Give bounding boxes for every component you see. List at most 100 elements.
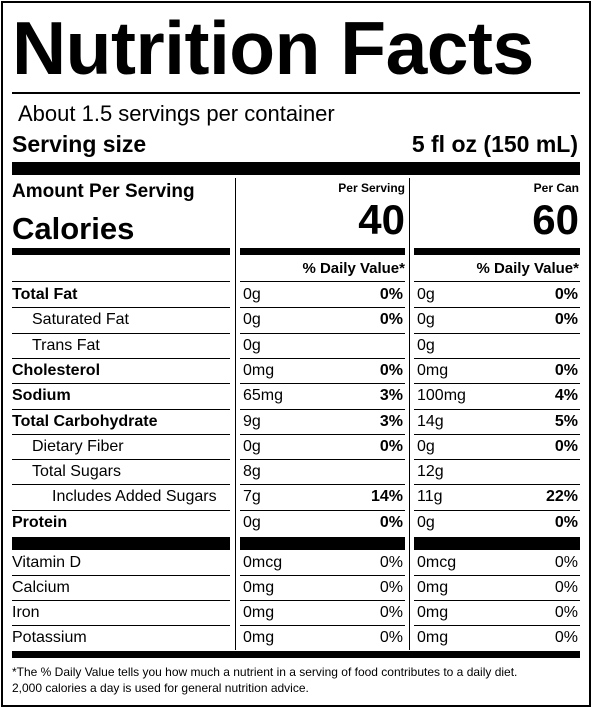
nutrient-amount-total-carbohydrate-can: 14g [417,413,444,430]
nutrient-amount-cholesterol-can: 0mg [417,362,449,379]
column-divider-right [409,178,410,650]
nutrient-dv-total-fat-serving: 0% [379,286,403,303]
calories-divider-serving [240,248,405,255]
row-divider-serving [240,383,405,384]
row-divider-serving [240,307,405,308]
row-divider-serving [240,409,405,410]
nutrient-name-sodium: Sodium [12,387,71,404]
nutrient-name-trans-fat: Trans Fat [32,337,100,354]
nutrient-name-dietary-fiber: Dietary Fiber [32,438,124,455]
nutrient-amount-dietary-fiber-can: 0g [417,438,435,455]
nutrient-dv-protein-serving: 0% [379,514,403,531]
nutrient-amount-trans-fat-can: 0g [417,337,435,354]
row-divider-can [414,510,580,511]
servings-per-container: About 1.5 servings per container [18,101,335,126]
vitamin-divider-can [414,575,580,576]
thick-divider-vitamins-serving [240,537,405,550]
row-divider-label [12,459,230,460]
nutrient-amount-total-carbohydrate-serving: 9g [243,413,261,430]
label-title: Nutrition Facts [12,6,534,90]
nutrient-dv-sodium-serving: 3% [379,387,403,404]
nutrient-dv-includes-added-sugars-serving: 14% [370,488,403,505]
vitamin-dv-iron-can: 0% [554,604,578,621]
row-divider-label [12,510,230,511]
nutrient-amount-dietary-fiber-serving: 0g [243,438,261,455]
nutrient-amount-saturated-fat-can: 0g [417,311,435,328]
row-divider-can [414,307,580,308]
nutrient-amount-sodium-serving: 65mg [243,387,284,404]
vitamin-divider-can [414,600,580,601]
row-divider-can [414,333,580,334]
row-divider-serving [240,510,405,511]
calories-divider-label [12,248,230,255]
nutrient-name-total-fat: Total Fat [12,286,78,303]
nutrient-amount-sodium-can: 100mg [417,387,466,404]
vitamin-dv-vitamin-d-can: 0% [554,554,578,571]
row-divider-serving [240,333,405,334]
vitamin-amount-potassium-serving: 0mg [243,629,275,646]
vitamin-dv-calcium-serving: 0% [379,579,403,596]
serving-size-label: Serving size [12,131,147,157]
nutrient-name-total-sugars: Total Sugars [32,463,121,480]
nutrient-name-total-carbohydrate: Total Carbohydrate [12,413,158,430]
thick-divider-bottom [12,651,580,658]
nutrient-amount-trans-fat-serving: 0g [243,337,261,354]
footnote-line-1: *The % Daily Value tells you how much a … [12,665,518,679]
nutrient-amount-includes-added-sugars-serving: 7g [243,488,261,505]
row-divider-label [12,484,230,485]
dv-header-divider-serving [240,281,405,282]
row-divider-can [414,383,580,384]
amount-per-serving-label: Amount Per Serving [12,181,195,202]
vitamin-name-vitamin-d: Vitamin D [12,554,82,571]
dv-header-divider-can [414,281,580,282]
row-divider-can [414,434,580,435]
thick-divider-vitamins-label [12,537,230,550]
calories-per-can: 60 [532,196,579,243]
nutrient-amount-total-fat-can: 0g [417,286,435,303]
nutrient-dv-saturated-fat-can: 0% [554,311,578,328]
dv-header-divider-label [12,281,230,282]
nutrient-amount-cholesterol-serving: 0mg [243,362,275,379]
nutrient-dv-total-fat-can: 0% [554,286,578,303]
vitamin-divider-serving [240,600,405,601]
vitamin-divider-serving [240,625,405,626]
vitamin-name-iron: Iron [12,604,40,621]
nutrient-dv-cholesterol-can: 0% [554,362,578,379]
row-divider-serving [240,484,405,485]
nutrient-dv-total-carbohydrate-can: 5% [554,413,578,430]
nutrient-amount-protein-serving: 0g [243,514,261,531]
daily-value-header-serving: % Daily Value* [302,260,405,277]
row-divider-serving [240,459,405,460]
column-header-per-serving: Per Serving [338,181,405,195]
vitamin-divider-label [12,575,230,576]
vitamin-divider-serving [240,575,405,576]
vitamin-amount-potassium-can: 0mg [417,629,449,646]
vitamin-amount-calcium-serving: 0mg [243,579,275,596]
thick-divider-top [12,162,580,175]
nutrient-dv-cholesterol-serving: 0% [379,362,403,379]
vitamin-dv-iron-serving: 0% [379,604,403,621]
nutrient-dv-total-carbohydrate-serving: 3% [379,413,403,430]
vitamin-amount-calcium-can: 0mg [417,579,449,596]
calories-label: Calories [12,211,135,246]
vitamin-dv-vitamin-d-serving: 0% [379,554,403,571]
daily-value-header-can: % Daily Value* [476,260,579,277]
nutrient-dv-includes-added-sugars-can: 22% [545,488,578,505]
nutrient-name-protein: Protein [12,514,68,531]
row-divider-can [414,358,580,359]
row-divider-can [414,409,580,410]
vitamin-divider-label [12,600,230,601]
vitamin-amount-vitamin-d-serving: 0mcg [243,554,283,571]
nutrient-dv-dietary-fiber-serving: 0% [379,438,403,455]
nutrient-amount-total-sugars-can: 12g [417,463,444,480]
vitamin-name-potassium: Potassium [12,629,87,646]
calories-divider-can [414,248,580,255]
row-divider-can [414,459,580,460]
calories-per-serving: 40 [358,196,405,243]
vitamin-amount-iron-serving: 0mg [243,604,275,621]
row-divider-label [12,383,230,384]
nutrient-name-includes-added-sugars: Includes Added Sugars [52,488,217,505]
column-header-per-can: Per Can [533,181,579,195]
vitamin-dv-potassium-can: 0% [554,629,578,646]
